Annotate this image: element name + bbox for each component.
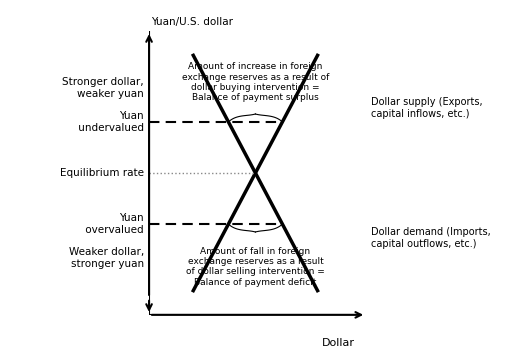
Text: Dollar: Dollar xyxy=(322,338,355,346)
Text: Equilibrium rate: Equilibrium rate xyxy=(60,168,144,178)
Text: Yuan
 undervalued: Yuan undervalued xyxy=(75,111,144,133)
Text: Stronger dollar,
weaker yuan: Stronger dollar, weaker yuan xyxy=(62,77,144,99)
Text: Amount of fall in foreign
exchange reserves as a result
of dollar selling interv: Amount of fall in foreign exchange reser… xyxy=(186,247,325,287)
Text: Amount of increase in foreign
exchange reserves as a result of
dollar buying int: Amount of increase in foreign exchange r… xyxy=(181,62,329,102)
Text: Yuan/U.S. dollar: Yuan/U.S. dollar xyxy=(151,17,233,27)
Text: Dollar demand (Imports,
capital outflows, etc.): Dollar demand (Imports, capital outflows… xyxy=(371,227,491,249)
Text: Weaker dollar,
stronger yuan: Weaker dollar, stronger yuan xyxy=(69,247,144,269)
Text: Dollar supply (Exports,
capital inflows, etc.): Dollar supply (Exports, capital inflows,… xyxy=(371,97,483,119)
Text: Yuan
 overvalued: Yuan overvalued xyxy=(82,213,144,235)
